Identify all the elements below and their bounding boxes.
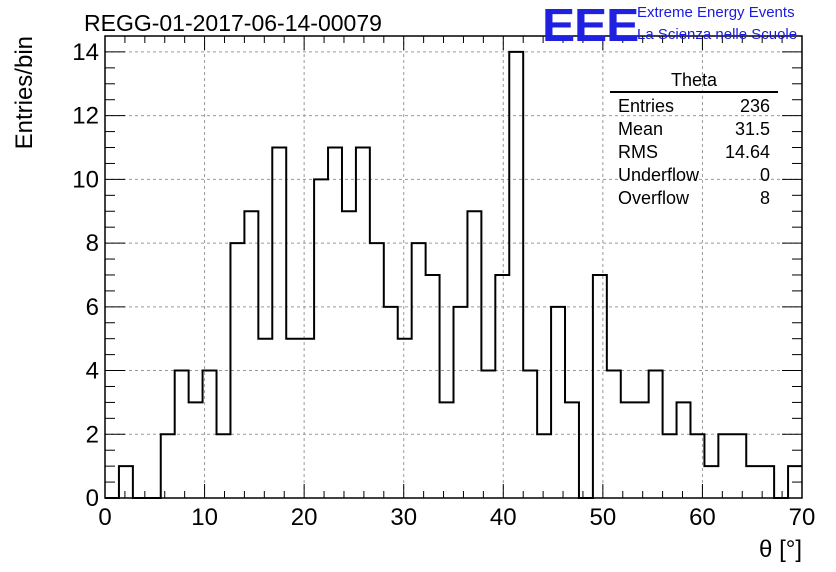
axis-ticks: [104, 35, 803, 499]
stat-value: 31.5: [734, 119, 770, 139]
logo-line-2: La Scienza nelle Scuole: [637, 26, 798, 43]
x-tick-label: 40: [490, 504, 517, 531]
stat-row-underflow: Underflow 0: [610, 164, 778, 187]
x-tick-label: 0: [98, 504, 111, 531]
y-tick-label: 14: [72, 39, 99, 66]
y-tick-label: 12: [72, 103, 99, 130]
stat-row-rms: RMS 14.64: [610, 141, 778, 164]
stats-box: Theta Entries 236 Mean 31.5 RMS 14.64 Un…: [610, 70, 778, 210]
x-tick-label: 70: [789, 504, 816, 531]
x-tick-label: 20: [291, 504, 318, 531]
x-axis-label: θ [°]: [759, 536, 802, 563]
stats-title: Theta: [670, 70, 718, 90]
stat-label: RMS: [618, 142, 658, 162]
y-tick-label: 8: [86, 230, 99, 257]
stat-value: 236: [739, 96, 770, 116]
run-title: REGG-01-2017-06-14-00079: [84, 10, 382, 36]
y-tick-label: 2: [86, 421, 99, 448]
stat-row-mean: Mean 31.5: [610, 118, 778, 141]
stat-value: 14.64: [724, 142, 770, 162]
x-tick-label: 10: [191, 504, 218, 531]
x-tick-label: 30: [390, 504, 417, 531]
histogram-outline: [105, 50, 802, 499]
y-tick-label: 6: [86, 294, 99, 321]
logo-line-1: Extreme Energy Events: [637, 4, 795, 21]
eee-logo: EEE: [542, 0, 639, 51]
stat-row-overflow: Overflow 8: [610, 187, 778, 210]
tick-labels: 0 10 20 30 40 50 60 70 0 2 4 6 8 10 12 14: [72, 39, 815, 531]
stat-label: Entries: [618, 96, 675, 116]
y-tick-label: 4: [86, 358, 99, 385]
plot-frame: [104, 35, 803, 499]
stat-label: Mean: [618, 119, 664, 139]
stat-value: 0: [759, 165, 770, 185]
x-tick-label: 50: [590, 504, 617, 531]
stat-label: Overflow: [618, 188, 690, 208]
x-tick-label: 60: [689, 504, 716, 531]
stat-row-entries: Entries 236: [610, 95, 778, 118]
y-tick-label: 10: [72, 166, 99, 193]
stats-divider: [610, 91, 778, 93]
stat-label: Underflow: [618, 165, 700, 185]
stat-value: 8: [759, 188, 770, 208]
y-axis-label: Entries/bin: [11, 36, 38, 149]
y-tick-label: 0: [86, 485, 99, 512]
